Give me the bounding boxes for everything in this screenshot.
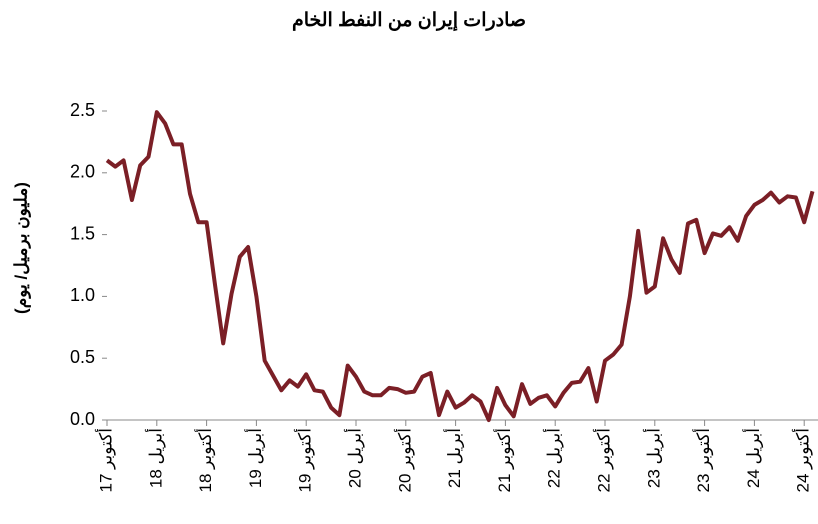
- x-tick-label: أكتوبر 22: [592, 428, 614, 493]
- x-tick-label: أكتوبر 19: [294, 428, 316, 493]
- x-tick-label: أبريل 18: [144, 428, 166, 488]
- y-tick-label: 2.5: [70, 100, 95, 120]
- x-tick-label: أكتوبر 23: [692, 428, 714, 493]
- y-tick-label: 0.5: [70, 347, 95, 367]
- x-tick-label: أبريل 22: [543, 428, 565, 488]
- x-tick-label: أكتوبر 20: [393, 428, 415, 493]
- x-tick-label: أكتوبر 24: [792, 428, 814, 493]
- chart-title: صادرات إيران من النفط الخام: [292, 10, 526, 32]
- x-tick-label: أكتوبر 18: [194, 428, 216, 493]
- y-tick-label: 1.0: [70, 285, 95, 305]
- y-tick-label: 1.5: [70, 223, 95, 243]
- x-tick-label: أبريل 24: [742, 428, 764, 488]
- y-axis-label: (مليون برميل/ يوم): [11, 182, 31, 314]
- y-tick-label: 0.0: [70, 409, 95, 429]
- x-tick-label: أبريل 19: [244, 428, 266, 488]
- x-tick-label: أكتوبر 17: [94, 428, 116, 493]
- line: [105, 110, 815, 422]
- x-tick-label: أبريل 21: [443, 428, 465, 488]
- x-tick-label: أكتوبر 21: [493, 428, 515, 493]
- x-tick-label: أبريل 23: [642, 428, 664, 488]
- y-tick-label: 2.0: [70, 162, 95, 182]
- x-tick-label: أبريل 20: [343, 428, 365, 488]
